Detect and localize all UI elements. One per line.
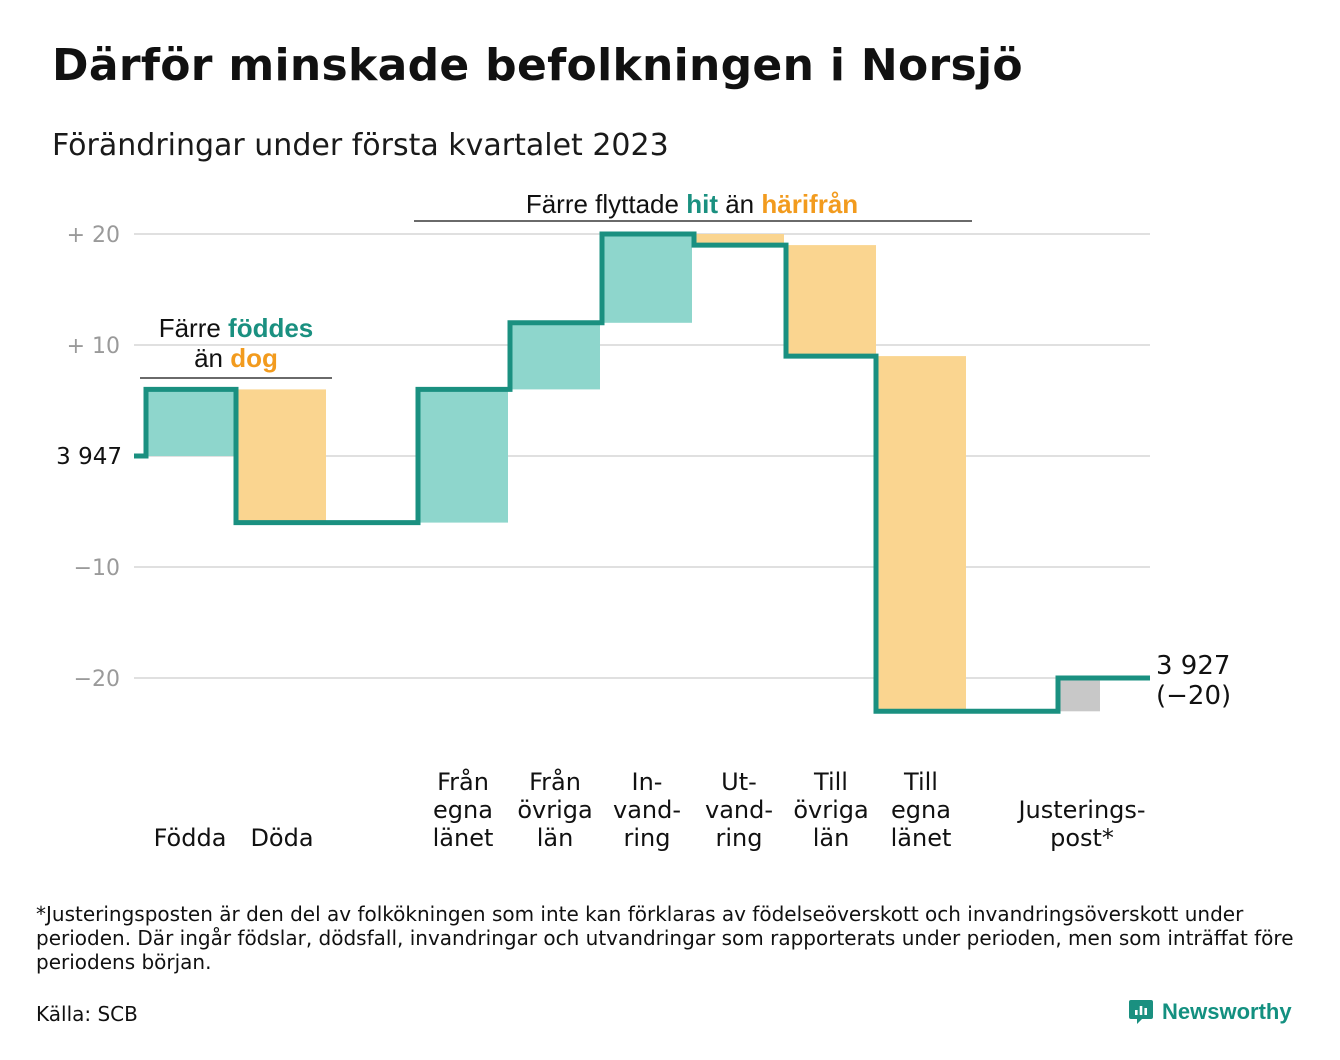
category-label: Till <box>903 768 938 796</box>
category-label: vand- <box>613 796 681 824</box>
category-label: länet <box>433 824 494 852</box>
annotation-span: föddes <box>228 313 313 343</box>
category-label: Födda <box>154 824 227 852</box>
bar-decrease <box>694 234 784 246</box>
category-label: vand- <box>705 796 773 824</box>
waterfall-chart: + 20 + 10 −10 −20 3 947 3 927(−20) Födda Döda Fr… <box>56 189 1231 852</box>
category-label: övriga <box>517 796 592 824</box>
end-change-label: (−20) <box>1156 681 1231 711</box>
category-label: län <box>537 824 574 852</box>
y-tick-label: + 20 <box>67 223 120 248</box>
footnote: *Justeringsposten är den del av folkökni… <box>36 902 1294 974</box>
category-label: Från <box>529 767 581 796</box>
category-label: Justerings- <box>1016 796 1145 824</box>
start-value-label: 3 947 <box>56 444 122 470</box>
end-value-label: 3 927 <box>1156 651 1230 681</box>
annotation-migration: Färre flyttade hit än härifrån <box>526 189 858 219</box>
newsworthy-logo-icon <box>1129 1000 1153 1024</box>
cumulative-step-line <box>134 231 1150 714</box>
annotation-births-deaths: Färre föddes <box>159 313 314 343</box>
annotation-span: Färre <box>159 313 228 343</box>
category-label: egna <box>891 796 951 824</box>
category-label: övriga <box>793 796 868 824</box>
y-tick-label: −20 <box>74 667 120 692</box>
category-label: ring <box>716 824 763 852</box>
category-label: In- <box>632 768 663 796</box>
source-text: Källa: SCB <box>36 1002 138 1026</box>
bar-increase <box>602 234 692 323</box>
annotation-span: hit <box>686 189 718 219</box>
category-label: Ut- <box>721 768 757 796</box>
y-tick-label: + 10 <box>67 334 120 359</box>
annotation-span: härifrån <box>761 189 858 219</box>
brand-logo[interactable]: Newsworthy <box>1128 998 1292 1026</box>
category-label: Till <box>813 768 848 796</box>
annotation-births-deaths-line2: än dog <box>194 343 278 373</box>
bar-increase <box>510 322 600 390</box>
annotation-span: dog <box>230 343 278 373</box>
chart-title: Därför minskade befolkningen i Norsjö <box>52 40 1023 91</box>
chart-subtitle: Förändringar under första kvartalet 2023 <box>52 128 669 163</box>
annotation-span: Färre flyttade <box>526 189 686 219</box>
bar-decrease <box>786 245 876 357</box>
category-label: länet <box>891 824 952 852</box>
bar-decrease <box>236 389 326 523</box>
bar-increase <box>146 389 236 456</box>
brand-name: Newsworthy <box>1162 999 1292 1024</box>
bar-decrease <box>876 356 966 712</box>
category-label: Döda <box>250 824 313 852</box>
category-label: egna <box>433 796 493 824</box>
annotation-span: än <box>718 189 761 219</box>
category-label: ring <box>624 824 671 852</box>
bar-increase <box>418 389 508 523</box>
annotation-span: än <box>194 343 230 373</box>
category-label: län <box>813 824 850 852</box>
category-label: post* <box>1050 824 1114 852</box>
category-label: Från <box>437 767 489 796</box>
bar-adjustment <box>1058 678 1100 712</box>
y-tick-label: −10 <box>74 556 120 581</box>
